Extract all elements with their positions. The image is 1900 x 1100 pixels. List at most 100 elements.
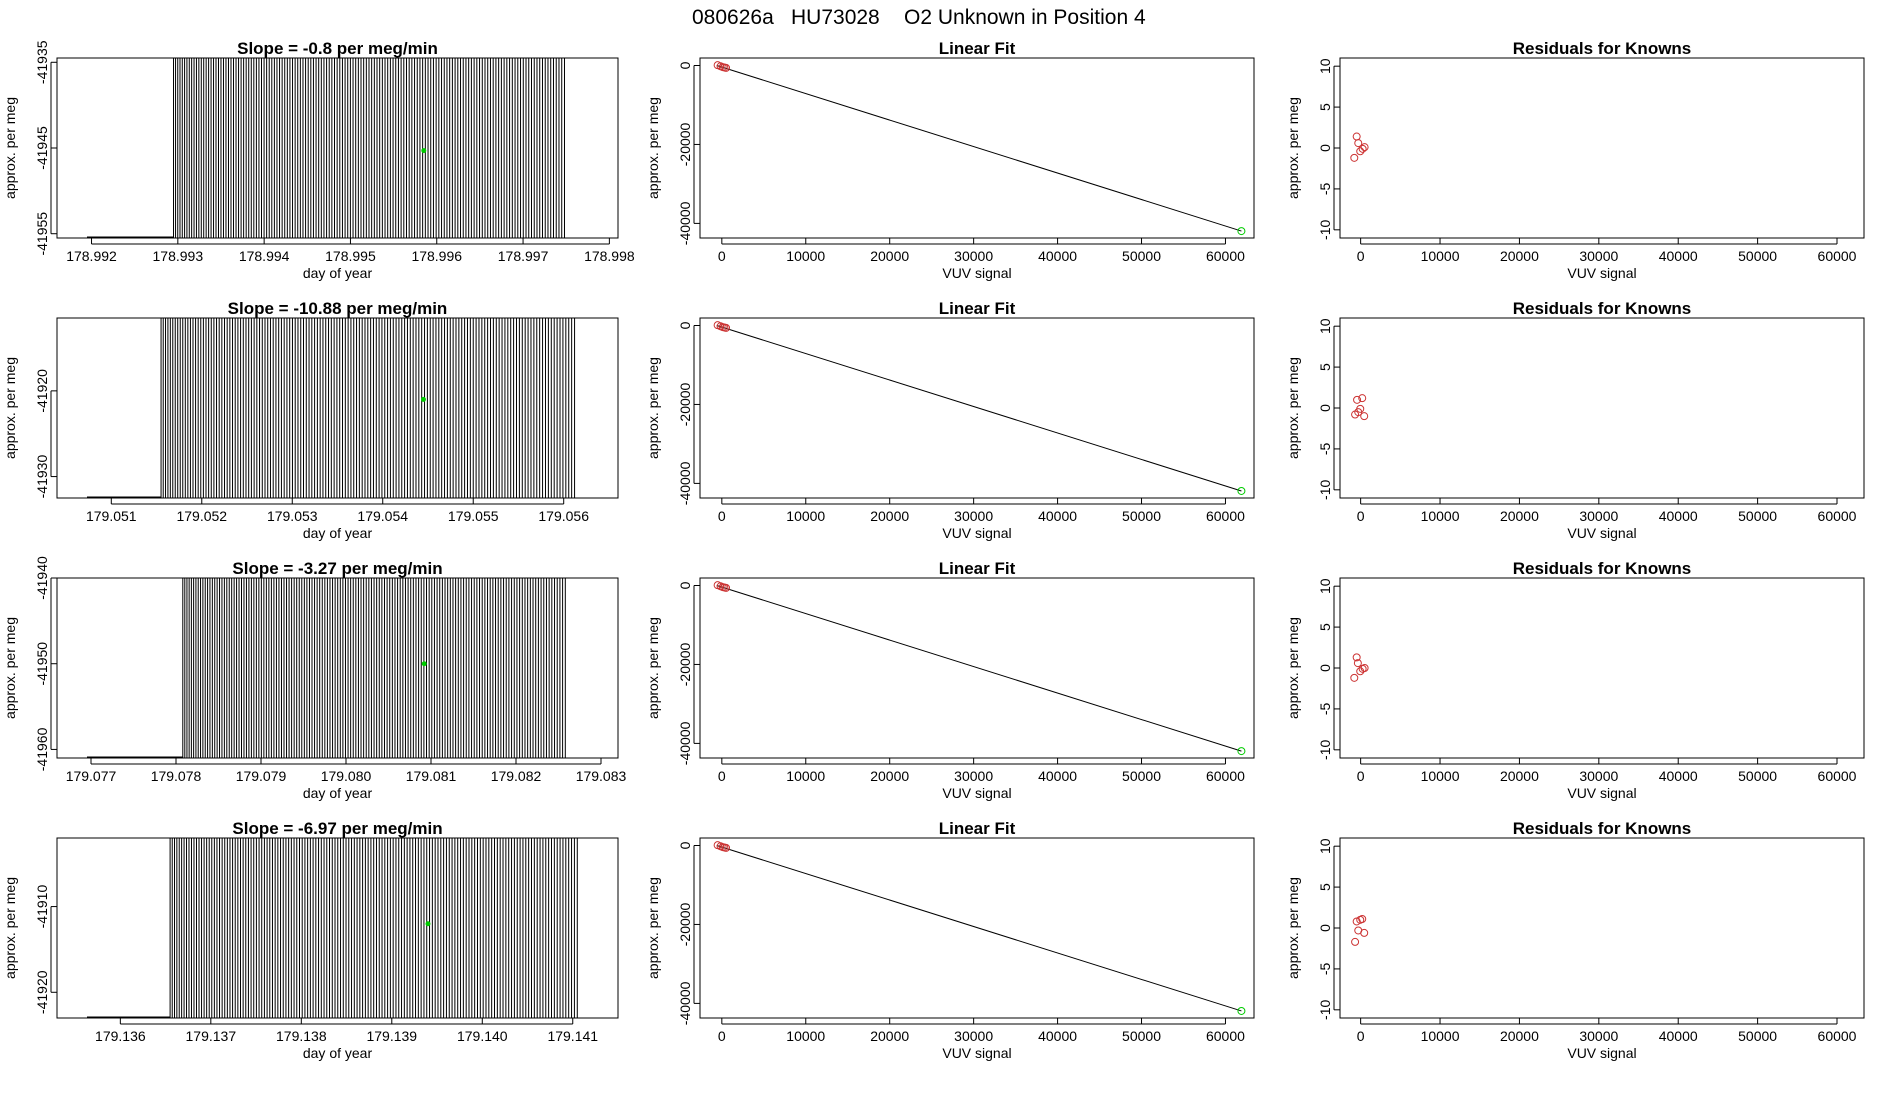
panel-4: Linear Fit 0 10000 20000 30000 40000 50000 6000…	[645, 299, 1255, 541]
known-point	[1350, 153, 1359, 162]
fit-line	[716, 65, 1242, 232]
y-tick-label: 5	[1317, 363, 1333, 371]
x-tick-label: 10000	[786, 1028, 825, 1044]
x-tick-label: 178.998	[584, 248, 635, 264]
y-tick-label: 5	[1317, 623, 1333, 631]
y-tick-label: 0	[677, 841, 693, 849]
x-tick-label: 179.083	[576, 768, 627, 784]
y-axis-label: approx. per meg	[645, 617, 661, 719]
y-tick-label: 0	[1317, 924, 1333, 932]
x-axis-label: day of year	[303, 525, 373, 541]
y-tick-label: 10	[1317, 578, 1333, 594]
x-tick-label: 178.993	[153, 248, 204, 264]
x-tick-label: 179.079	[236, 768, 287, 784]
x-tick-label: 40000	[1659, 768, 1698, 784]
x-tick-label: 10000	[786, 508, 825, 524]
x-tick-label: 179.139	[366, 1028, 417, 1044]
unknown-point	[1237, 1006, 1246, 1015]
panel-8: Residuals for Knowns 0 10000 20000 30000 4000…	[1285, 559, 1865, 801]
x-tick-label: 30000	[954, 1028, 993, 1044]
known-point	[722, 323, 731, 332]
y-tick-label: -20000	[677, 902, 693, 946]
x-tick-label: 50000	[1122, 768, 1161, 784]
x-tick-label: 50000	[1122, 248, 1161, 264]
fit-line	[716, 845, 1242, 1012]
x-tick-label: 40000	[1659, 1028, 1698, 1044]
y-tick-label: 0	[1317, 144, 1333, 152]
y-axis-label: approx. per meg	[1285, 357, 1301, 459]
x-tick-label: 10000	[1421, 508, 1460, 524]
x-tick-label: 60000	[1818, 768, 1857, 784]
plot-area	[713, 61, 1246, 236]
x-tick-label: 0	[1357, 248, 1365, 264]
plot-area	[713, 581, 1246, 756]
panel-3: Slope = -10.88 per meg/min 179.051 179.052…	[2, 299, 619, 541]
plot-area	[1350, 132, 1369, 162]
x-axis-label: VUV signal	[942, 265, 1011, 281]
known-point	[1360, 143, 1369, 152]
x-tick-label: 60000	[1818, 248, 1857, 264]
y-axis-label: approx. per meg	[1285, 877, 1301, 979]
y-tick-label: -20000	[677, 642, 693, 686]
unknown-point	[425, 921, 431, 927]
y-axis-label: approx. per meg	[2, 97, 18, 199]
panel-title: Residuals for Knowns	[1513, 39, 1692, 58]
plot-area	[1351, 394, 1369, 421]
plot-frame	[1339, 837, 1865, 1019]
x-tick-label: 179.078	[151, 768, 202, 784]
x-tick-label: 178.994	[239, 248, 290, 264]
signal-trace	[169, 838, 578, 1018]
x-tick-label: 179.080	[321, 768, 372, 784]
x-tick-label: 179.056	[538, 508, 589, 524]
plot-frame	[1339, 577, 1865, 759]
known-point	[722, 843, 731, 852]
plot-frame	[1339, 57, 1865, 239]
x-axis-label: VUV signal	[1567, 1045, 1636, 1061]
x-tick-label: 10000	[1421, 248, 1460, 264]
y-tick-label: 5	[1317, 883, 1333, 891]
panel-title: Linear Fit	[939, 39, 1016, 58]
panel-10: Linear Fit 0 10000 20000 30000 40000 50000 6000…	[645, 819, 1255, 1061]
x-tick-label: 0	[718, 1028, 726, 1044]
panel-title: Slope = -3.27 per meg/min	[232, 559, 442, 578]
y-tick-label: 10	[1317, 838, 1333, 854]
x-tick-label: 20000	[1500, 248, 1539, 264]
plot-frame	[699, 837, 1255, 1019]
y-tick-label: -41930	[34, 455, 50, 499]
x-tick-label: 178.992	[66, 248, 117, 264]
x-axis-label: VUV signal	[1567, 525, 1636, 541]
signal-trace	[173, 58, 565, 238]
known-point	[722, 583, 731, 592]
y-axis-label: approx. per meg	[2, 877, 18, 979]
x-axis-label: VUV signal	[942, 785, 1011, 801]
panel-1: Linear Fit 0 10000 20000 30000 40000 50000 6000…	[645, 39, 1255, 281]
plot-area	[87, 58, 565, 238]
y-tick-label: -5	[1317, 702, 1333, 715]
plot-area	[87, 838, 578, 1018]
x-tick-label: 10000	[786, 248, 825, 264]
x-tick-label: 179.051	[86, 508, 137, 524]
x-tick-label: 50000	[1738, 248, 1777, 264]
y-tick-label: 10	[1317, 58, 1333, 74]
x-tick-label: 179.053	[267, 508, 318, 524]
x-tick-label: 60000	[1206, 508, 1245, 524]
known-point	[1352, 653, 1361, 662]
x-tick-label: 179.052	[176, 508, 227, 524]
x-tick-label: 40000	[1038, 768, 1077, 784]
x-tick-label: 10000	[786, 768, 825, 784]
panel-2: Residuals for Knowns 0 10000 20000 30000 4000…	[1285, 39, 1865, 281]
x-tick-label: 30000	[1579, 768, 1618, 784]
x-tick-label: 30000	[1579, 508, 1618, 524]
y-tick-label: -10	[1317, 739, 1333, 759]
y-tick-label: -40000	[677, 981, 693, 1025]
plot-frame	[699, 57, 1255, 239]
x-tick-label: 50000	[1738, 1028, 1777, 1044]
signal-trace	[160, 318, 576, 498]
known-point	[1351, 937, 1360, 946]
y-tick-label: -41945	[34, 126, 50, 170]
x-tick-label: 178.997	[498, 248, 549, 264]
y-tick-label: 10	[1317, 318, 1333, 334]
figure-title-run: 080626a	[692, 6, 774, 29]
plot-area	[1351, 915, 1369, 946]
unknown-point	[1237, 747, 1246, 756]
